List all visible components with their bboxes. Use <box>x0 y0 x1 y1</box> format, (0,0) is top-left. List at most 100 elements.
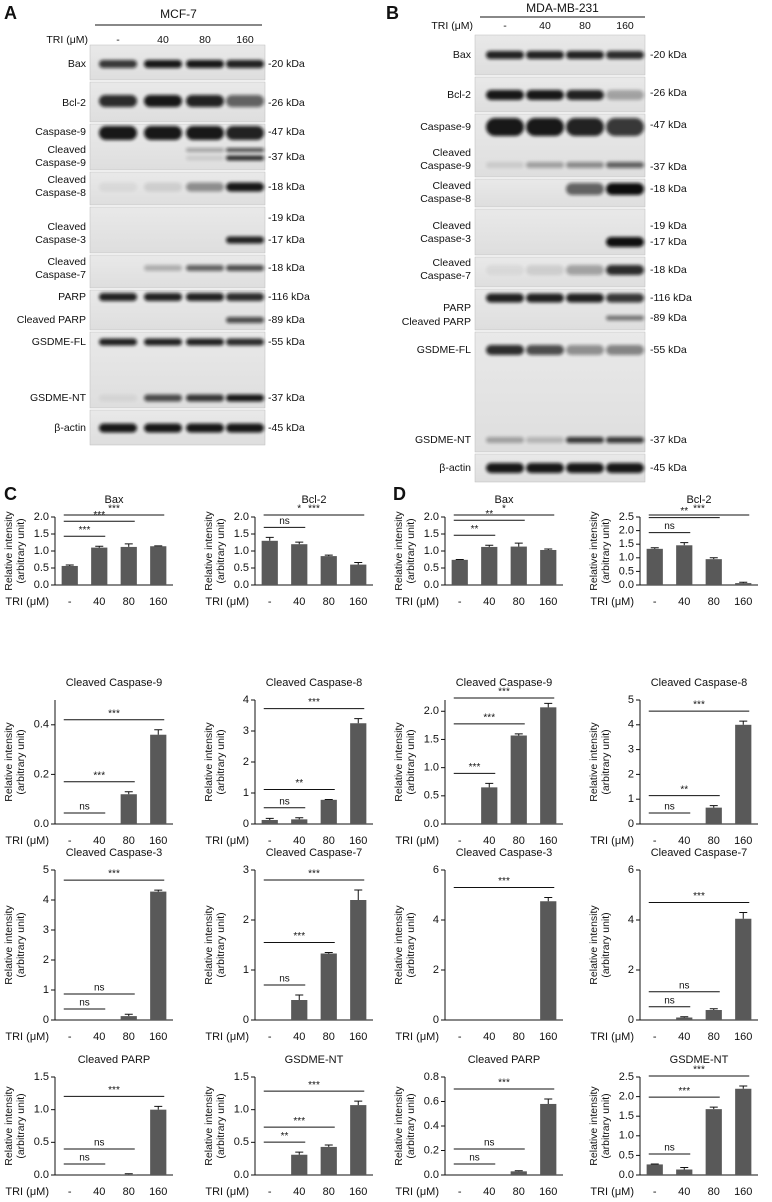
x-tick-label: 160 <box>349 1186 367 1198</box>
size-marker: -26 kDa <box>650 87 687 99</box>
y-axis-label: (arbitrary unit) <box>215 518 227 583</box>
y-axis-label: (arbitrary unit) <box>600 912 612 977</box>
x-tick-label: - <box>653 1186 657 1198</box>
band <box>226 182 264 192</box>
y-tick-label: 1.5 <box>34 1071 49 1083</box>
x-axis-label: TRI (μM) <box>590 596 634 608</box>
error-bar <box>124 791 133 795</box>
x-tick-label: 160 <box>539 1186 557 1198</box>
x-tick-label: 40 <box>678 835 690 847</box>
y-tick-label: 0.5 <box>234 562 249 574</box>
chart-title: Cleaved Caspase-7 <box>651 847 748 859</box>
bar <box>150 1109 167 1175</box>
x-tick-label: 160 <box>539 1031 557 1043</box>
x-tick-label: - <box>458 596 462 608</box>
band <box>186 293 224 301</box>
x-tick-label: 80 <box>513 596 525 608</box>
protein-label: PARP <box>443 302 471 314</box>
y-tick-label: 2 <box>243 756 249 768</box>
x-tick-label: 80 <box>513 835 525 847</box>
error-bar <box>739 912 748 919</box>
significance-label: ns <box>79 998 90 1009</box>
treatment-label: TRI (μM) <box>46 34 88 46</box>
size-marker: -19 kDa <box>268 212 305 224</box>
bar <box>676 1169 693 1175</box>
error-bar <box>265 817 274 820</box>
y-tick-label: 1.0 <box>34 1104 49 1116</box>
x-tick-label: - <box>458 1031 462 1043</box>
band <box>186 95 224 107</box>
y-tick-label: 0 <box>628 1014 634 1026</box>
bar <box>120 1016 137 1020</box>
y-tick-label: 0.2 <box>34 768 49 780</box>
blot-strip <box>474 208 646 256</box>
error-bar <box>514 542 523 547</box>
y-tick-label: 1.5 <box>619 538 634 550</box>
band <box>606 437 644 443</box>
y-tick-label: 0 <box>243 818 249 830</box>
error-bar <box>95 545 104 548</box>
error-bar <box>709 1106 718 1110</box>
error-bar <box>354 718 363 724</box>
significance-label: *** <box>469 762 481 773</box>
error-bar <box>295 1151 304 1155</box>
error-bar <box>324 952 333 954</box>
cell-line: MDA-MB-231 <box>526 1 599 15</box>
bar <box>705 807 722 824</box>
band <box>226 265 264 271</box>
y-tick-label: 2 <box>628 964 634 976</box>
y-axis-label: (arbitrary unit) <box>405 518 417 583</box>
x-tick-label: 80 <box>708 1031 720 1043</box>
treatment-label: TRI (μM) <box>431 20 473 32</box>
x-tick-label: 40 <box>678 1186 690 1198</box>
band <box>226 338 264 346</box>
band <box>486 345 524 355</box>
band <box>226 95 264 107</box>
band <box>226 236 264 244</box>
band <box>186 60 224 68</box>
error-bar <box>124 1173 133 1175</box>
y-axis-label: (arbitrary unit) <box>215 729 227 794</box>
band <box>606 183 644 195</box>
y-tick-label: 5 <box>628 694 634 706</box>
y-tick-label: 4 <box>628 719 634 731</box>
y-tick-label: 0.5 <box>619 565 634 577</box>
protein-label: Cleaved <box>432 220 471 232</box>
y-tick-label: 1.5 <box>34 528 49 540</box>
y-tick-label: 0 <box>628 818 634 830</box>
band <box>566 183 604 195</box>
band <box>99 423 137 433</box>
significance-label: ** <box>485 509 493 520</box>
y-tick-label: 0 <box>43 1014 49 1026</box>
band <box>566 345 604 355</box>
bar <box>61 565 78 585</box>
band <box>486 265 524 275</box>
y-tick-label: 0.2 <box>424 1144 439 1156</box>
x-tick-label: - <box>268 1186 272 1198</box>
x-tick-label: 40 <box>93 596 105 608</box>
x-tick-label: 160 <box>349 835 367 847</box>
protein-label: Cleaved <box>432 180 471 192</box>
error-bar <box>154 889 163 892</box>
x-tick-label: 80 <box>323 1031 335 1043</box>
size-marker: -45 kDa <box>650 462 687 474</box>
x-tick-label: 40 <box>483 1186 495 1198</box>
band <box>186 126 224 140</box>
x-axis-label: TRI (μM) <box>205 596 249 608</box>
protein-label: Cleaved <box>47 221 86 233</box>
band <box>606 463 644 473</box>
significance-label: ns <box>679 980 690 991</box>
size-marker: -89 kDa <box>650 312 687 324</box>
error-bar <box>680 542 689 546</box>
y-tick-label: 0.0 <box>619 579 634 591</box>
error-bar <box>124 543 133 547</box>
bar <box>120 1174 137 1175</box>
size-marker: -17 kDa <box>650 236 687 248</box>
y-tick-label: 4 <box>628 914 634 926</box>
panel-letter: A <box>4 3 17 23</box>
y-tick-label: 2 <box>433 964 439 976</box>
x-axis-label: TRI (μM) <box>5 1186 49 1198</box>
y-tick-label: 0.4 <box>34 719 49 731</box>
y-axis-label: Relative intensity <box>393 905 405 985</box>
significance-label: *** <box>308 1080 320 1091</box>
